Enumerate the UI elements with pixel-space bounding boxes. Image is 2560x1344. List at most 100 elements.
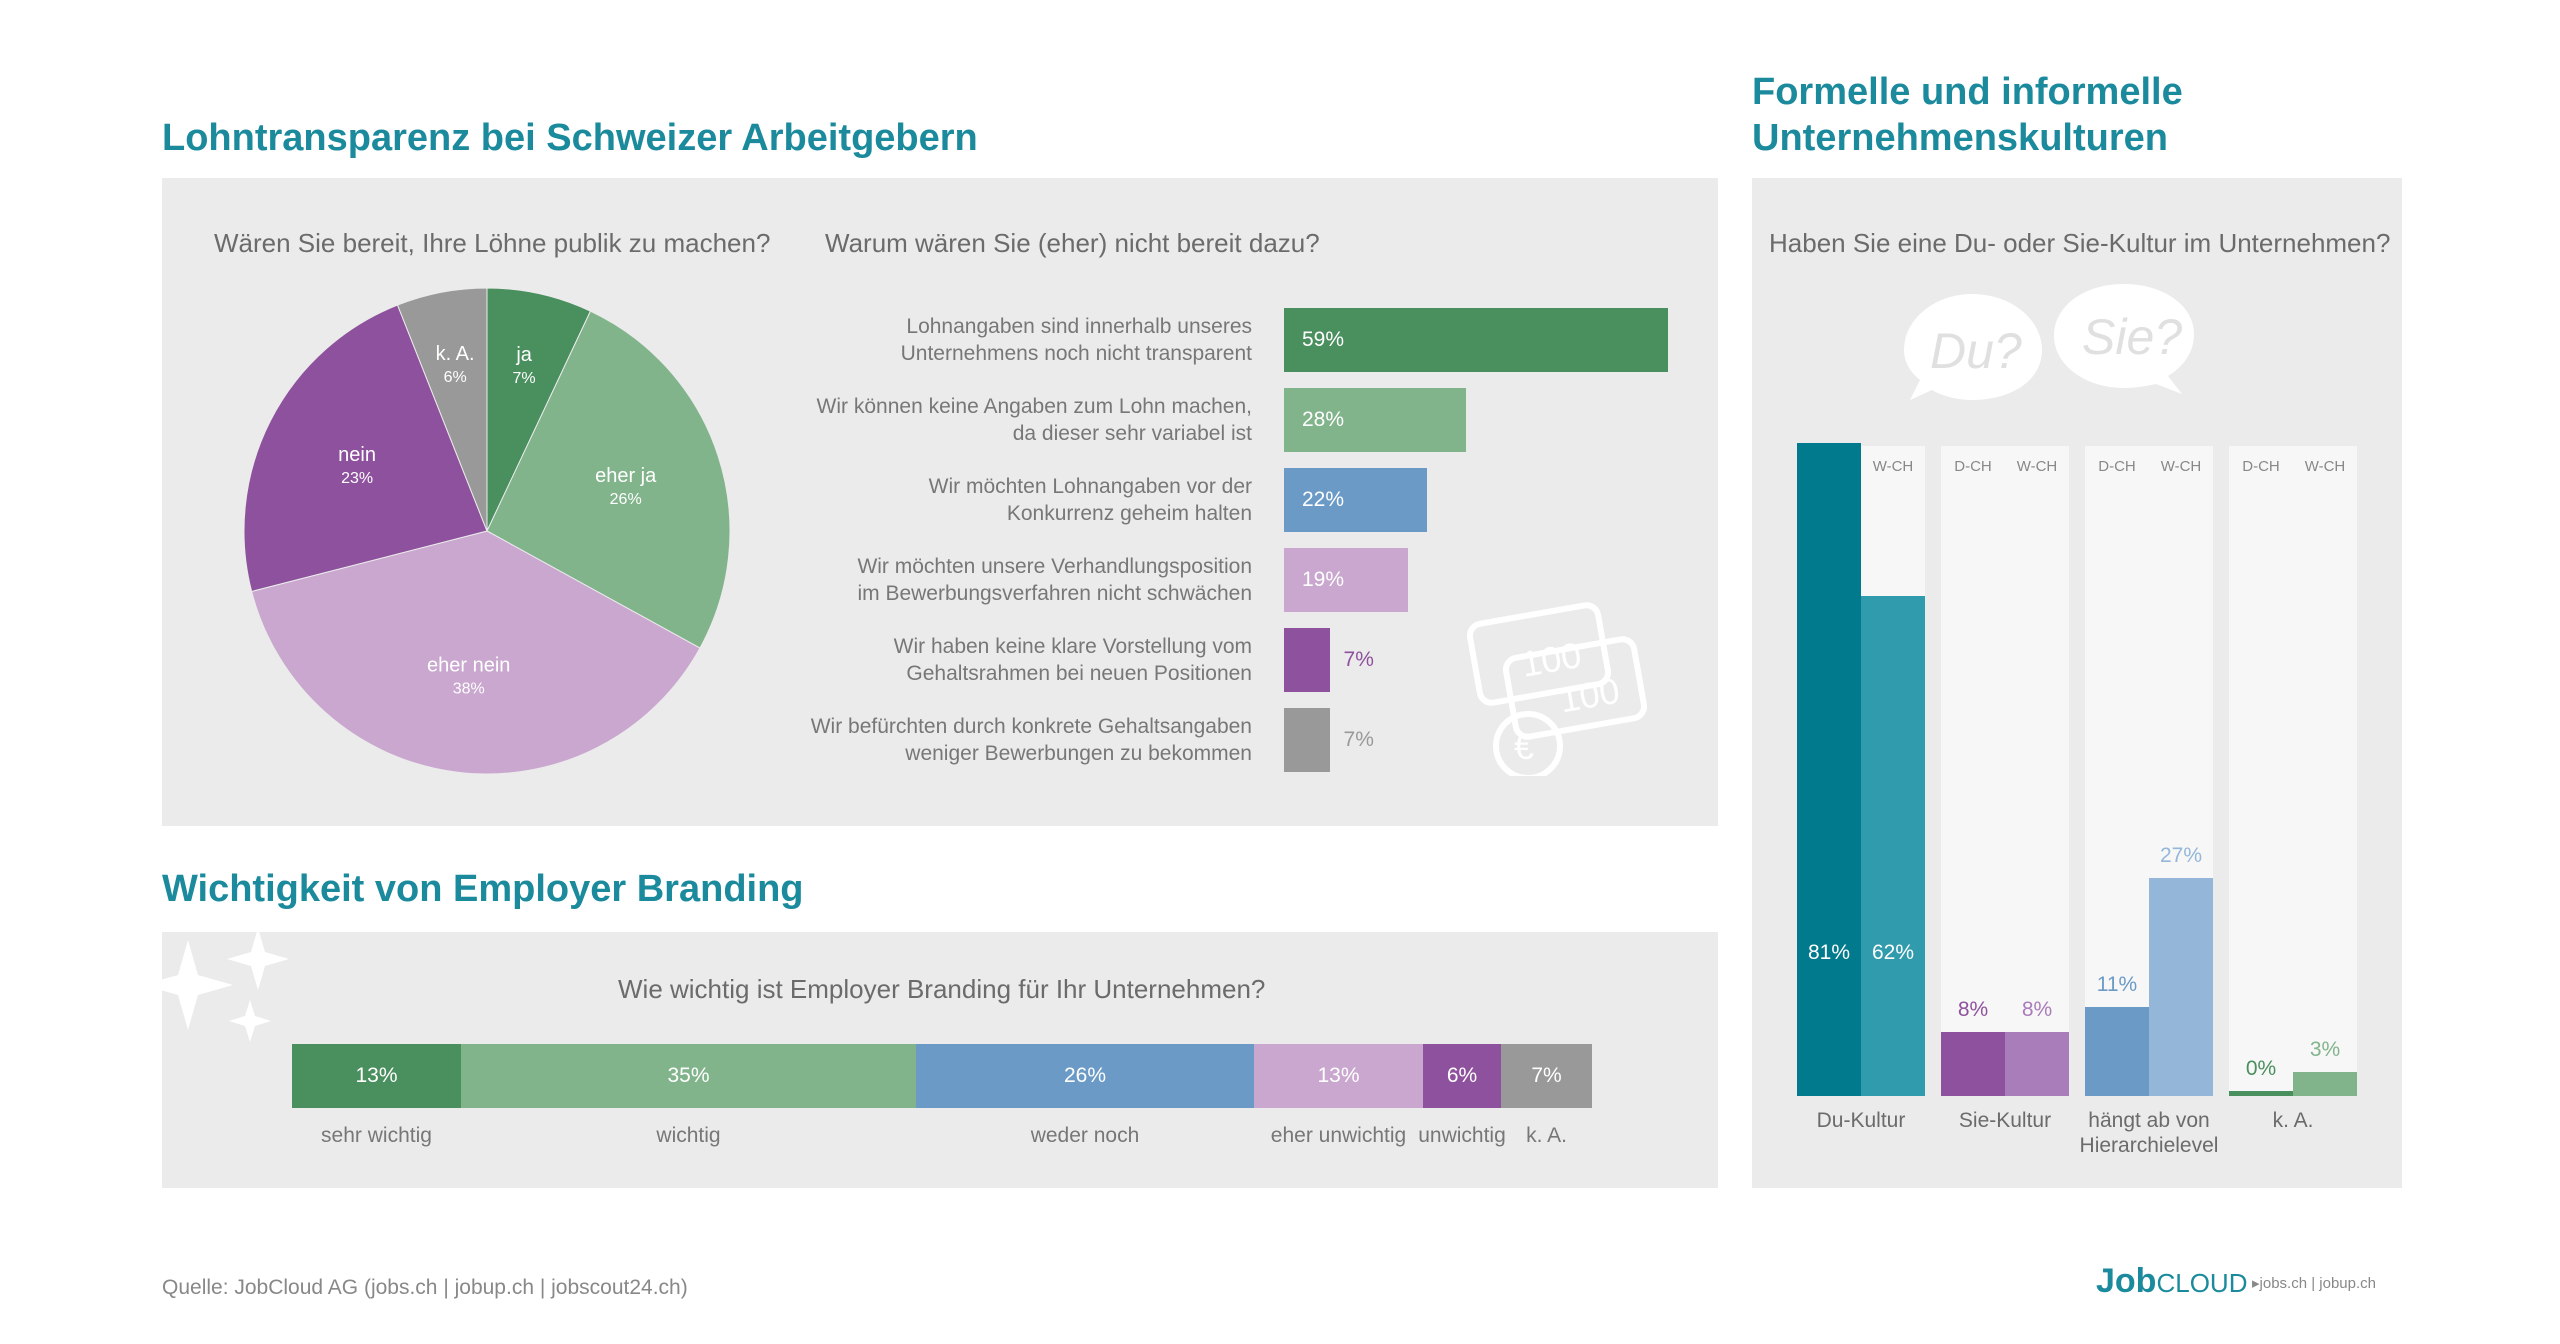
column-value-1-1: 8% — [2021, 997, 2053, 1021]
reason-bar-5 — [1284, 708, 1330, 772]
column-bar-2-0 — [2085, 1007, 2149, 1096]
reason-label-line2: Unternehmens noch nicht transparent — [900, 342, 1252, 365]
column-value-2-0: 11% — [2096, 973, 2138, 997]
category-line1: Du-Kultur — [1816, 1109, 1906, 1132]
column-category-label-1: Sie-Kultur — [1920, 1108, 2090, 1133]
category-line1: hängt ab von — [2088, 1109, 2210, 1132]
column-value-3-0: 0% — [2245, 1057, 2277, 1080]
reason-value-4: 7% — [1343, 648, 1374, 671]
category-line1: k. A. — [2272, 1109, 2314, 1132]
column-category-label-2: hängt ab von Hierarchielevel — [2064, 1108, 2234, 1158]
kultur-question: Haben Sie eine Du- oder Sie-Kultur im Un… — [1769, 228, 2391, 258]
column-series-head: D-CH — [1954, 458, 1992, 475]
kultur-column-chart: D-CH 81% W-CH 62% Du-Kultur D-CH 8% W-CH 8% Sie-K… — [1752, 178, 2402, 1188]
column-bar-1-1 — [2005, 1031, 2069, 1096]
stars-icon — [143, 928, 289, 1042]
branding-label-2: weder noch — [1030, 1124, 1140, 1147]
reason-label-line1: Wir haben keine klare Vorstellung vom — [893, 635, 1252, 658]
reason-value-2: 22% — [1302, 488, 1345, 511]
money-icon-label-3: € — [1514, 726, 1534, 767]
reason-label-line1: Lohnangaben sind innerhalb unseres — [906, 315, 1252, 338]
pie-slice-0 — [486, 287, 592, 532]
reason-label-2: Wir möchten Lohnangaben vor der Konkurren… — [752, 473, 1252, 527]
category-line2: Hierarchielevel — [2079, 1134, 2219, 1157]
branding-segment-3: 13% — [1254, 1044, 1423, 1108]
pie-value-4: 6% — [444, 369, 467, 386]
category-line1: Sie-Kultur — [1958, 1109, 2052, 1132]
section-title-kulturen-line2: Unternehmenskulturen — [1752, 117, 2168, 159]
reason-label-line2: im Bewerbungsverfahren nicht schwächen — [857, 582, 1252, 605]
pie-label-2: eher nein — [427, 655, 510, 677]
section-title-lohntransparenz: Lohntransparenz bei Schweizer Arbeitgebe… — [162, 117, 978, 159]
column-bar-0-1 — [1861, 596, 1925, 1096]
logo-cloud-text: CLOUD — [2156, 1268, 2248, 1298]
branding-question: Wie wichtig ist Employer Branding für Ih… — [618, 974, 1266, 1004]
pie-value-3: 23% — [341, 470, 373, 487]
column-category-label-0: Du-Kultur — [1776, 1108, 1946, 1133]
pie-label-0: ja — [515, 344, 532, 366]
pie-value-0: 7% — [513, 370, 536, 387]
column-series-head: W-CH — [2304, 458, 2346, 475]
reason-label-line2: Gehaltsrahmen bei neuen Positionen — [906, 662, 1252, 685]
section-title-kulturen-line1: Formelle und informelle — [1752, 71, 2183, 113]
reason-bar-3 — [1284, 548, 1408, 612]
reason-label-line1: Wir können keine Angaben zum Lohn machen… — [816, 395, 1252, 418]
column-value-0-1: 62% — [1871, 941, 1915, 964]
reason-bar-4 — [1284, 628, 1330, 692]
column-group-bg-1 — [1941, 446, 2069, 1096]
speech-bubbles-icon: Du? Sie? — [1904, 284, 2194, 400]
pie-slice-2 — [251, 530, 701, 775]
branding-label-5: k. A. — [1526, 1124, 1567, 1147]
source-note: Quelle: JobCloud AG (jobs.ch | jobup.ch … — [162, 1276, 688, 1299]
reason-label-line2: Konkurrenz geheim halten — [1006, 502, 1252, 525]
branding-label-3: eher unwichtig — [1270, 1124, 1407, 1147]
column-bar-3-1 — [2293, 1071, 2357, 1096]
pie-label-1: eher ja — [595, 465, 657, 487]
logo-sites: ▸jobs.ch | jobup.ch — [2252, 1275, 2376, 1292]
reason-value-0: 59% — [1302, 328, 1345, 351]
column-value-0-0: 81% — [1807, 941, 1851, 964]
branding-stacked-bar: 13% sehr wichtig 35% wichtig 26% weder noch 13… — [292, 1044, 1592, 1164]
employer-branding-panel: Wie wichtig ist Employer Branding für Ih… — [162, 932, 1718, 1188]
pie-label-3: nein — [338, 444, 376, 466]
branding-segment-2: 26% — [916, 1044, 1254, 1108]
column-series-head: W-CH — [1872, 458, 1914, 475]
pie-slice-3 — [243, 304, 488, 593]
pie-slice-4 — [396, 287, 488, 532]
column-bar-1-0 — [1941, 1031, 2005, 1096]
reason-label-line1: Wir befürchten durch konkrete Gehaltsang… — [810, 715, 1252, 738]
reason-label-line1: Wir möchten unsere Verhandlungsposition — [857, 555, 1252, 578]
column-series-head: W-CH — [2016, 458, 2058, 475]
column-series-head: W-CH — [2160, 458, 2202, 475]
reason-value-3: 19% — [1302, 568, 1345, 591]
jobcloud-logo: JobCLOUD — [2096, 1262, 2247, 1301]
pie-label-4: k. A. — [436, 343, 475, 365]
branding-segment-5: 7% — [1501, 1044, 1592, 1108]
reason-value-5: 7% — [1343, 728, 1374, 751]
branding-label-1: wichtig — [656, 1124, 721, 1147]
reason-label-5: Wir befürchten durch konkrete Gehaltsang… — [752, 713, 1252, 767]
section-title-employer-branding: Wichtigkeit von Employer Branding — [162, 868, 804, 910]
column-value-2-1: 27% — [2159, 844, 2203, 868]
branding-segment-0: 13% — [292, 1044, 461, 1108]
kulturen-panel: Haben Sie eine Du- oder Sie-Kultur im Un… — [1752, 178, 2402, 1188]
bar-question: Warum wären Sie (eher) nicht bereit dazu… — [825, 228, 1320, 258]
column-category-label-3: k. A. — [2208, 1108, 2378, 1133]
branding-label-4: unwichtig — [1418, 1124, 1506, 1147]
pie-value-2: 38% — [453, 681, 485, 698]
column-bar-2-1 — [2149, 878, 2213, 1096]
reasons-bar-chart: Lohnangaben sind innerhalb unseres Untern… — [162, 178, 1718, 826]
reason-label-4: Wir haben keine klare Vorstellung vom Geh… — [752, 633, 1252, 687]
pie-question: Wären Sie bereit, Ihre Löhne publik zu m… — [214, 228, 771, 258]
bubble-sie-text: Sie? — [2082, 309, 2182, 365]
bubble-du-text: Du? — [1930, 323, 2022, 379]
reason-label-1: Wir können keine Angaben zum Lohn machen… — [752, 393, 1252, 447]
reason-bar-2 — [1284, 468, 1428, 532]
branding-segment-1: 35% — [461, 1044, 916, 1108]
column-bar-3-0 — [2229, 1091, 2293, 1096]
pie-chart: ja 7% eher ja 26% eher nein 38% nein 23% k. A. 6% — [243, 287, 731, 775]
branding-label-0: sehr wichtig — [321, 1124, 432, 1147]
money-icon: 100 100 € — [1466, 602, 1648, 776]
reason-label-line2: da dieser sehr variabel ist — [1012, 422, 1252, 445]
logo-job-text: Job — [2096, 1262, 2157, 1300]
